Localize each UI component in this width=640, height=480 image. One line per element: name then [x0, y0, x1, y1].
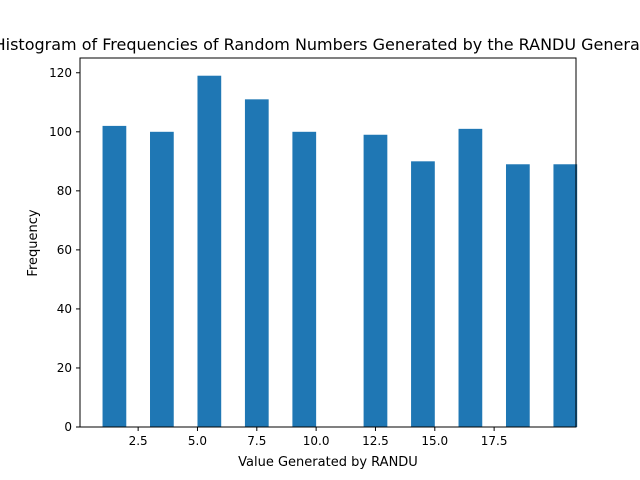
histogram-bar-6	[363, 134, 388, 427]
y-tick-label: 120	[49, 66, 72, 80]
bars-group	[102, 75, 578, 428]
x-tick-label: 5.0	[188, 434, 207, 448]
chart-title: Histogram of Frequencies of Random Numbe…	[0, 35, 640, 54]
y-tick-label: 20	[57, 361, 72, 375]
histogram-bar-4	[244, 99, 269, 427]
y-tick-label: 40	[57, 302, 72, 316]
histogram-bar-7	[411, 161, 435, 427]
histogram-bar-5	[292, 131, 317, 428]
axes-group: 2.5 5.0 7.5 10.0 12.5 15.0 17.5 0 20 40 60 80 100 120	[49, 57, 577, 448]
x-tick-label: 12.5	[362, 434, 389, 448]
histogram-bar-8	[458, 128, 483, 427]
y-tick-label: 60	[57, 243, 72, 257]
histogram-bar-3	[197, 75, 222, 427]
x-tick-label: 10.0	[303, 434, 330, 448]
y-tick-label: 80	[57, 184, 72, 198]
x-tick-label: 2.5	[129, 434, 148, 448]
y-tick-label: 100	[49, 125, 72, 139]
x-axis-label: Value Generated by RANDU	[238, 455, 418, 470]
histogram-bar-2	[150, 131, 174, 428]
y-tick-label: 0	[64, 420, 72, 434]
x-tick-label: 17.5	[481, 434, 508, 448]
histogram-bar-10	[553, 164, 578, 427]
y-axis-label: Frequency	[26, 209, 41, 276]
x-tick-label: 15.0	[421, 434, 448, 448]
x-tick-label: 7.5	[247, 434, 266, 448]
histogram-bar-1	[102, 125, 127, 428]
histogram-bar-9	[505, 164, 530, 427]
plot-frame	[79, 57, 577, 428]
